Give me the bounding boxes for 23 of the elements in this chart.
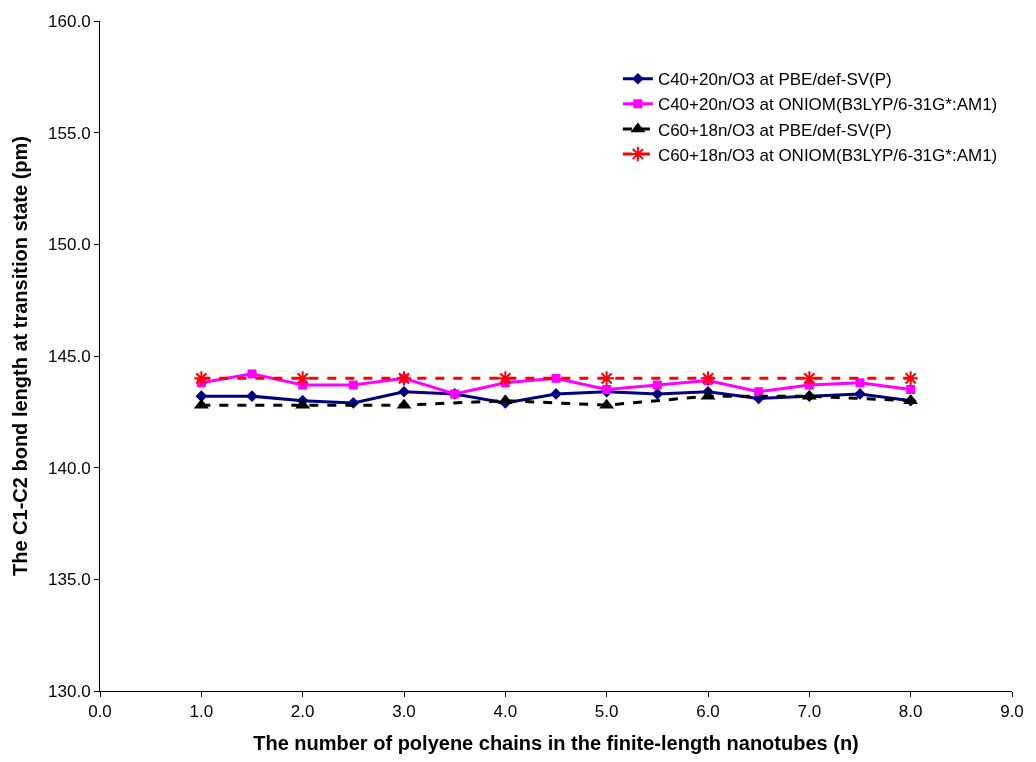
x-tick-label: 7.0 xyxy=(797,702,822,722)
y-tick-label: 140.0 xyxy=(48,458,91,478)
x-tick-label: 0.0 xyxy=(88,702,112,722)
x-tick-label: 3.0 xyxy=(392,702,416,722)
x-tick-label: 5.0 xyxy=(594,702,619,722)
legend-label: C40+20n/O3 at PBE/def-SV(P) xyxy=(657,70,892,90)
x-tick-label: 9.0 xyxy=(1000,702,1024,722)
x-tick-label: 4.0 xyxy=(493,702,518,722)
x-tick-label: 6.0 xyxy=(696,702,720,722)
y-tick-label: 155.0 xyxy=(48,123,91,143)
legend-label: C60+18n/O3 at ONIOM(B3LYP/6-31G*:AM1) xyxy=(657,145,998,165)
y-axis-title: The C1-C2 bond length at transition state (pm) xyxy=(8,135,31,577)
y-tick-label: 160.0 xyxy=(48,11,91,31)
y-tick-label: 135.0 xyxy=(48,570,91,590)
y-tick-label: 145.0 xyxy=(48,346,91,366)
y-tick-label: 150.0 xyxy=(48,235,91,255)
x-tick-label: 1.0 xyxy=(189,702,214,722)
y-tick-label: 130.0 xyxy=(48,681,91,701)
x-tick-label: 8.0 xyxy=(898,702,923,722)
x-axis-title: The number of polyene chains in the finite-length nanotubes (n) xyxy=(253,731,859,754)
legend-label: C40+20n/O3 at ONIOM(B3LYP/6-31G*:AM1) xyxy=(657,95,998,115)
legend-label: C60+18n/O3 at PBE/def-SV(P) xyxy=(657,120,892,140)
x-tick-label: 2.0 xyxy=(290,702,315,722)
